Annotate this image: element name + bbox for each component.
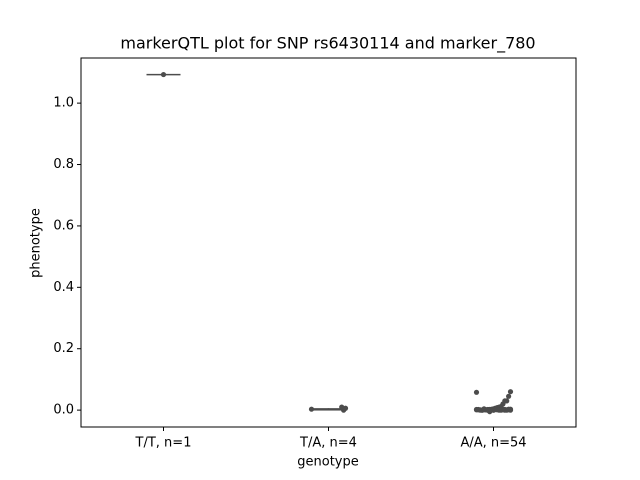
plot-frame: [80, 57, 577, 428]
y-tick-label: 0.8: [53, 157, 74, 172]
y-tick-label: 0.6: [53, 218, 74, 233]
y-tick-label: 0.4: [53, 280, 74, 295]
point: [506, 393, 512, 399]
y-tick-label: 0.2: [53, 341, 74, 356]
y-axis-label: phenotype: [29, 208, 44, 278]
point: [481, 406, 487, 413]
point: [473, 389, 480, 395]
point: [160, 71, 167, 78]
x-tick-label: T/A, n=4: [299, 436, 357, 451]
chart-title: markerQTL plot for SNP rs6430114 and mar…: [120, 34, 535, 54]
point: [507, 389, 514, 395]
y-tick-label: 1.0: [53, 96, 74, 111]
point: [473, 407, 480, 413]
x-tick-label: T/T, n=1: [135, 436, 192, 451]
x-axis-label: genotype: [297, 455, 358, 470]
point: [339, 404, 345, 410]
x-tick-label: A/A, n=54: [460, 436, 526, 451]
y-tick-label: 0.0: [53, 403, 74, 418]
point: [308, 406, 315, 412]
